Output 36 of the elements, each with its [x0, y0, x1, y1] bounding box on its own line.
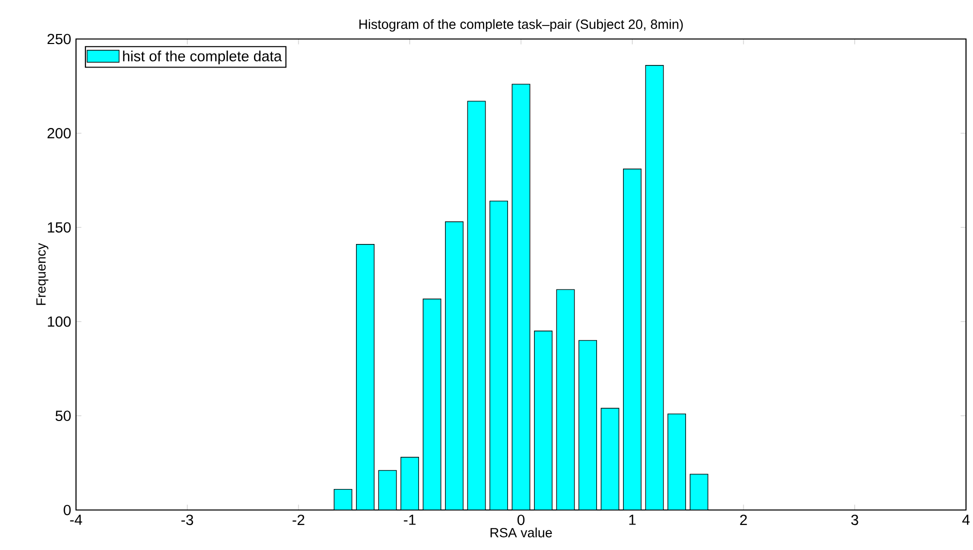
x-tick-label: -3	[181, 514, 194, 526]
bar	[356, 244, 374, 510]
bar	[600, 408, 620, 510]
bar	[490, 200, 508, 510]
bar	[690, 474, 708, 510]
bar	[512, 84, 530, 510]
bar	[534, 330, 552, 510]
x-tick-label: 0	[517, 514, 524, 526]
x-tick-label: 4	[962, 514, 970, 525]
x-tick-label: 3	[851, 514, 858, 526]
bar	[467, 100, 486, 510]
bar	[400, 456, 419, 510]
legend-label: hist of the complete data	[123, 50, 282, 64]
x-tick-label: 1	[629, 514, 636, 525]
bar	[445, 221, 464, 510]
x-tick-label: -1	[404, 514, 416, 525]
y-tick-label: 200	[48, 128, 71, 138]
x-axis-title: RSA value	[490, 528, 552, 538]
bar	[334, 488, 352, 510]
y-tick-label: 50	[56, 410, 71, 421]
bar	[556, 289, 575, 510]
y-tick-label: 100	[48, 316, 71, 327]
y-tick-label: 0	[64, 504, 71, 516]
bar	[623, 168, 642, 510]
bar	[422, 298, 442, 510]
bar	[645, 65, 664, 510]
y-axis-title: Frequency	[36, 243, 48, 305]
bar	[578, 340, 597, 510]
x-tick-label: 2	[740, 514, 747, 525]
y-tick-label: 250	[48, 34, 71, 44]
chart-title: Histogram of the complete task–pair (Subject 20, 8min)	[359, 19, 683, 32]
x-tick-label: -2	[292, 514, 304, 525]
x-tick-label: -4	[70, 514, 82, 525]
y-tick-label: 150	[48, 222, 71, 233]
bar	[378, 470, 397, 510]
bar	[668, 414, 686, 510]
